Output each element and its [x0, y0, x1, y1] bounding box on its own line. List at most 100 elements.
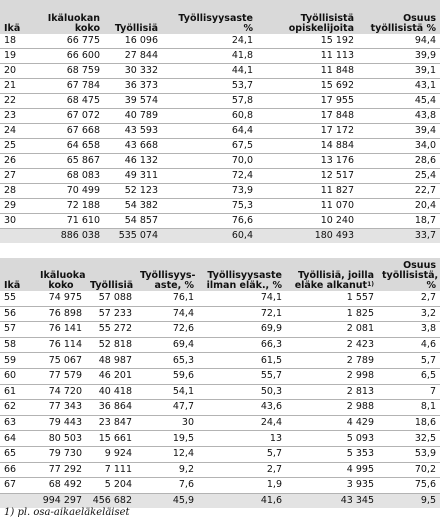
table-cell: 6,5 [378, 368, 440, 385]
table-cell: 25 [0, 138, 42, 154]
table-row: 23 67 072 40 789 60,8 17 848 43,8 [0, 108, 440, 124]
table-row: 66 77 292 7 111 9,2 2,7 4 995 70,2 [0, 462, 440, 479]
table-cell: 68 759 [42, 63, 104, 79]
table-cell: 15 692 [257, 78, 358, 94]
table-cell: 41,8 [162, 48, 257, 64]
table-cell: 5 204 [86, 477, 136, 494]
table-cell: 18,6 [378, 415, 440, 432]
table-cell: 57 233 [86, 306, 136, 323]
table-cell: 46 201 [86, 368, 136, 385]
table-cell: 22,7 [358, 183, 440, 199]
col-header-pensioners: Työllisiä, joilla eläke alkanut1) [286, 258, 378, 291]
table-cell: 57,8 [162, 93, 257, 109]
table-cell: 52 818 [86, 337, 136, 354]
table-row: 55 74 975 57 088 76,1 74,1 1 557 2,7 [0, 291, 440, 307]
table-row: 27 68 083 49 311 72,4 12 517 25,4 [0, 168, 440, 184]
table-cell: 68 492 [36, 477, 86, 494]
total-cell: 886 038 [42, 228, 104, 243]
table-row: 29 72 188 54 382 75,3 11 070 20,4 [0, 198, 440, 214]
table-cell: 13 [198, 430, 286, 447]
footnote-marker: 1) [367, 281, 374, 288]
table-cell: 65,3 [136, 352, 198, 369]
table-header-row: Ikä Ikäluokan koko Työllisiä Työllisyysa… [0, 0, 440, 34]
table-cell: 63 [0, 415, 36, 432]
table-cell: 16 096 [104, 34, 162, 49]
col-header-cohort: Ikäluokan koko [36, 258, 86, 291]
table-cell: 59 [0, 352, 36, 369]
table-row: 26 65 867 46 132 70,0 13 176 28,6 [0, 153, 440, 169]
table-cell: 18,7 [358, 213, 440, 229]
table-cell: 62 [0, 399, 36, 416]
table-body: 55 74 975 57 088 76,1 74,1 1 557 2,7 56 76 898 57… [0, 291, 440, 509]
table-cell: 9 924 [86, 446, 136, 463]
table-row: 19 66 600 27 844 41,8 11 113 39,9 [0, 48, 440, 64]
table-row: 63 79 443 23 847 30 24,4 4 429 18,6 [0, 415, 440, 432]
col-header-share: Osuus työllisistä, % [378, 258, 440, 291]
col-header-cohort: Ikäluokan koko [42, 0, 104, 34]
table-cell: 72 188 [42, 198, 104, 214]
col-header-employed: Työllisiä [86, 258, 136, 291]
table-cell: 13 176 [257, 153, 358, 169]
table-cell: 4 429 [286, 415, 378, 432]
table-cell: 15 192 [257, 34, 358, 49]
senior-employment-table: Ikä Ikäluokan koko Työllisiä Työllisyys-… [0, 258, 440, 509]
table-cell: 50,3 [198, 384, 286, 401]
table-cell: 66 [0, 462, 36, 479]
table-cell: 43,6 [198, 399, 286, 416]
table-cell: 77 343 [36, 399, 86, 416]
table-cell: 2,7 [378, 291, 440, 307]
table-cell: 67 784 [42, 78, 104, 94]
table-cell: 70,2 [378, 462, 440, 479]
table-cell: 39,1 [358, 63, 440, 79]
table-cell: 69,9 [198, 321, 286, 338]
table-cell: 20,4 [358, 198, 440, 214]
table-cell: 3,8 [378, 321, 440, 338]
table-cell: 21 [0, 78, 42, 94]
table-cell: 67 [0, 477, 36, 494]
table-cell: 80 503 [36, 430, 86, 447]
table-cell: 2 789 [286, 352, 378, 369]
table-row: 22 68 475 39 574 57,8 17 955 45,4 [0, 93, 440, 109]
table-cell: 5 093 [286, 430, 378, 447]
table-cell: 1 825 [286, 306, 378, 323]
table-cell: 72,6 [136, 321, 198, 338]
table-row: 58 76 114 52 818 69,4 66,3 2 423 4,6 [0, 337, 440, 354]
table-cell: 3 935 [286, 477, 378, 494]
table-cell: 76 114 [36, 337, 86, 354]
table-cell: 73,9 [162, 183, 257, 199]
table-cell: 36 373 [104, 78, 162, 94]
table-cell: 32,5 [378, 430, 440, 447]
table-body: 18 66 775 16 096 24,1 15 192 94,4 19 66 600 27 8… [0, 34, 440, 243]
table-cell: 75 067 [36, 352, 86, 369]
table-cell: 58 [0, 337, 36, 354]
table-cell: 76 898 [36, 306, 86, 323]
table-cell: 75,6 [378, 477, 440, 494]
table-cell: 60 [0, 368, 36, 385]
table-cell: 17 955 [257, 93, 358, 109]
table-cell: 30 [0, 213, 42, 229]
table-row: 25 64 658 43 668 67,5 14 884 34,0 [0, 138, 440, 154]
table-cell: 68 475 [42, 93, 104, 109]
table-cell: 2,7 [198, 462, 286, 479]
total-cell: 60,4 [162, 228, 257, 243]
table-cell: 23 847 [86, 415, 136, 432]
table-cell: 2 081 [286, 321, 378, 338]
table-header-row: Ikä Ikäluokan koko Työllisiä Työllisyys-… [0, 258, 440, 291]
table-row: 56 76 898 57 233 74,4 72,1 1 825 3,2 [0, 306, 440, 323]
table-cell: 15 661 [86, 430, 136, 447]
table-cell: 2 423 [286, 337, 378, 354]
table-cell: 43 593 [104, 123, 162, 139]
table-cell: 24,4 [198, 415, 286, 432]
table-cell: 76,1 [136, 291, 198, 307]
table-cell: 23 [0, 108, 42, 124]
table-cell: 5,7 [198, 446, 286, 463]
table-row: 61 74 720 40 418 54,1 50,3 2 813 7 [0, 384, 440, 401]
table-cell: 30 332 [104, 63, 162, 79]
col-header-employed: Työllisiä [104, 0, 162, 34]
table-cell: 20 [0, 63, 42, 79]
table-row: 59 75 067 48 987 65,3 61,5 2 789 5,7 [0, 352, 440, 369]
table-cell: 49 311 [104, 168, 162, 184]
table-cell: 24 [0, 123, 42, 139]
table-cell: 8,1 [378, 399, 440, 416]
table-cell: 34,0 [358, 138, 440, 154]
